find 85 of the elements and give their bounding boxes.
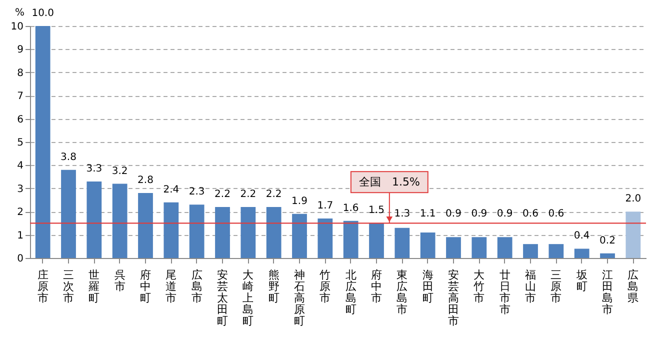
bar <box>61 170 76 258</box>
data-label: 0.4 <box>574 230 590 242</box>
y-tick-label: 4 <box>17 160 24 172</box>
bar <box>112 184 128 258</box>
data-label: 3.8 <box>60 152 76 163</box>
bar <box>35 26 50 258</box>
x-tick-label: 府中町 <box>140 268 151 304</box>
bar <box>574 248 590 258</box>
bar <box>215 206 230 258</box>
bar <box>446 237 461 258</box>
data-label: 1.7 <box>317 200 334 212</box>
bar <box>369 223 384 258</box>
x-tick-label: 三次市 <box>63 268 74 304</box>
x-tick-label: 府中市 <box>371 268 382 304</box>
x-tick-label: 廿日市市 <box>499 268 510 316</box>
y-tick-label: 3 <box>17 184 24 195</box>
x-tick-label: 大竹市 <box>474 268 485 304</box>
data-label: 2.8 <box>138 175 154 186</box>
data-label: 10.0 <box>32 8 54 19</box>
y-tick-label: 6 <box>17 114 24 126</box>
x-tick-label: 安芸高田市 <box>448 268 459 328</box>
bar <box>164 202 179 258</box>
y-tick-label: 10 <box>10 22 24 32</box>
y-tick-label: 5 <box>17 138 24 148</box>
data-label: 1.9 <box>292 196 308 207</box>
x-tick-label: 福山市 <box>525 268 536 304</box>
data-label: 0.9 <box>471 208 488 220</box>
x-tick-label: 世羅町 <box>88 268 100 304</box>
y-tick-label: 8 <box>17 68 24 79</box>
bar <box>420 232 436 258</box>
data-label: 1.6 <box>342 202 359 214</box>
x-tick-label: 安芸太田町 <box>217 268 228 328</box>
x-tick-label: 海田町 <box>422 268 434 304</box>
ref-line-label: 全国 1.5% <box>358 176 420 189</box>
bar <box>497 237 512 258</box>
y-tick-label: 1 <box>17 230 24 242</box>
bar <box>472 237 487 258</box>
data-label: 0.6 <box>548 208 564 220</box>
data-label: 2.4 <box>163 184 180 196</box>
bar <box>138 193 153 258</box>
bar <box>626 212 641 258</box>
y-axis-title: % <box>14 8 24 18</box>
y-tick-label: 2 <box>17 207 24 218</box>
data-label: 0.6 <box>522 208 538 220</box>
x-tick-label: 三原市 <box>550 268 562 304</box>
x-tick-label: 広島県 <box>628 268 639 304</box>
data-label: 1.1 <box>420 208 436 220</box>
x-tick-label: 呉市 <box>114 268 126 293</box>
x-tick-label: 庄原市 <box>37 268 48 304</box>
bar <box>600 253 615 258</box>
bar <box>548 244 564 258</box>
y-tick-label: 9 <box>17 44 24 56</box>
y-tick-label: 7 <box>17 91 24 102</box>
data-label: 1.5 <box>368 205 384 216</box>
x-tick-label: 熊野町 <box>268 268 280 304</box>
bar <box>523 244 538 258</box>
x-tick-label: 北広島町 <box>345 268 356 316</box>
data-label: 2.2 <box>214 188 230 200</box>
data-label: 3.3 <box>86 163 102 174</box>
data-label: 0.9 <box>496 208 513 220</box>
data-label: 0.9 <box>446 208 462 220</box>
data-label: 3.2 <box>112 166 128 177</box>
x-tick-label: 竹原市 <box>320 268 331 304</box>
x-tick-label: 大崎上島町 <box>242 268 254 328</box>
x-tick-label: 東広島市 <box>396 268 408 316</box>
bar <box>266 206 282 258</box>
data-label: 1.3 <box>394 208 410 220</box>
x-tick-label: 坂町 <box>575 268 588 293</box>
x-tick-label: 広島市 <box>191 268 202 304</box>
bar <box>292 214 307 258</box>
bar <box>318 218 333 258</box>
bar <box>394 228 410 258</box>
data-label: 2.2 <box>240 188 256 200</box>
data-label: 2.2 <box>266 188 282 200</box>
data-label: 2.0 <box>625 194 642 205</box>
y-tick-label: 0 <box>17 254 24 264</box>
bar <box>343 220 358 258</box>
x-tick-label: 江田島市 <box>602 268 613 316</box>
data-label: 2.3 <box>188 186 205 198</box>
x-tick-label: 尾道市 <box>166 268 177 304</box>
bar <box>86 181 102 258</box>
bar <box>189 204 204 258</box>
data-label: 0.2 <box>600 235 616 246</box>
x-tick-label: 神石高原町 <box>294 268 305 328</box>
bar <box>240 206 256 258</box>
